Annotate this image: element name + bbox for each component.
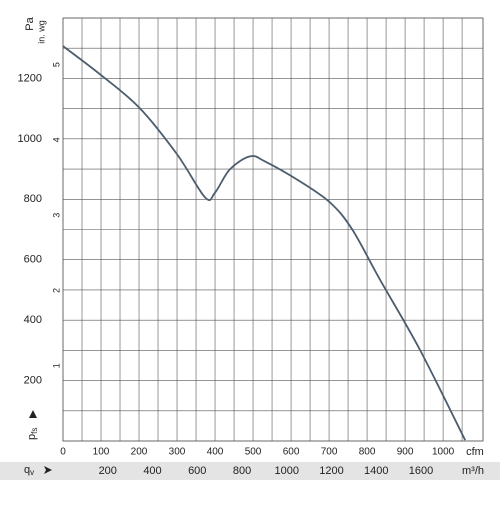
- y2-tick-label: 5: [51, 62, 61, 67]
- y-tick-label: 600: [24, 254, 42, 266]
- y-symbol: pfs: [26, 428, 39, 440]
- y2-tick-label: 3: [51, 213, 61, 218]
- y2-tick-label: 1: [51, 363, 61, 368]
- x-unit: cfm: [466, 446, 484, 458]
- y-symbol-sub: fs: [30, 428, 39, 434]
- x-tick-label: 600: [283, 447, 300, 458]
- y2-unit: in. wg: [36, 20, 46, 44]
- x2-band: [0, 462, 500, 480]
- x-tick-label: 800: [359, 447, 376, 458]
- x-symbol-main: q: [24, 464, 30, 476]
- x-tick-label: 900: [397, 447, 414, 458]
- y-tick-label: 400: [24, 314, 42, 326]
- x2-tick-label: 400: [143, 465, 161, 477]
- x-tick-label: 1000: [432, 447, 455, 458]
- x2-tick-label: 1000: [275, 465, 299, 477]
- x-tick-label: 500: [245, 447, 262, 458]
- x-symbol: qv: [24, 464, 34, 477]
- x2-tick-label: 200: [99, 465, 117, 477]
- y-tick-label: 200: [24, 374, 42, 386]
- y-arrow: [29, 410, 37, 418]
- x2-tick-label: 600: [188, 465, 206, 477]
- x-tick-label: 700: [321, 447, 338, 458]
- x2-tick-label: 1400: [364, 465, 388, 477]
- x-symbol-sub: v: [30, 468, 34, 477]
- y2-tick-label: 4: [51, 137, 61, 142]
- x-tick-label: 300: [169, 447, 186, 458]
- y-tick-label: 800: [24, 193, 42, 205]
- y-tick-label: 1000: [18, 133, 42, 145]
- y-unit: Pa: [24, 16, 36, 30]
- x2-tick-label: 1200: [319, 465, 343, 477]
- curve: [62, 45, 466, 441]
- x2-unit: m³/h: [462, 465, 484, 477]
- x-arrow: [44, 466, 52, 474]
- x-tick-label: 200: [131, 447, 148, 458]
- x2-tick-label: 1600: [409, 465, 433, 477]
- y2-tick-label: 2: [51, 288, 61, 293]
- y-symbol-main: p: [26, 434, 38, 440]
- x-tick-label: 400: [207, 447, 224, 458]
- x2-tick-label: 800: [233, 465, 251, 477]
- x-tick-label: 100: [93, 447, 110, 458]
- x-tick-label: 0: [60, 447, 66, 458]
- y-tick-label: 1200: [18, 72, 42, 84]
